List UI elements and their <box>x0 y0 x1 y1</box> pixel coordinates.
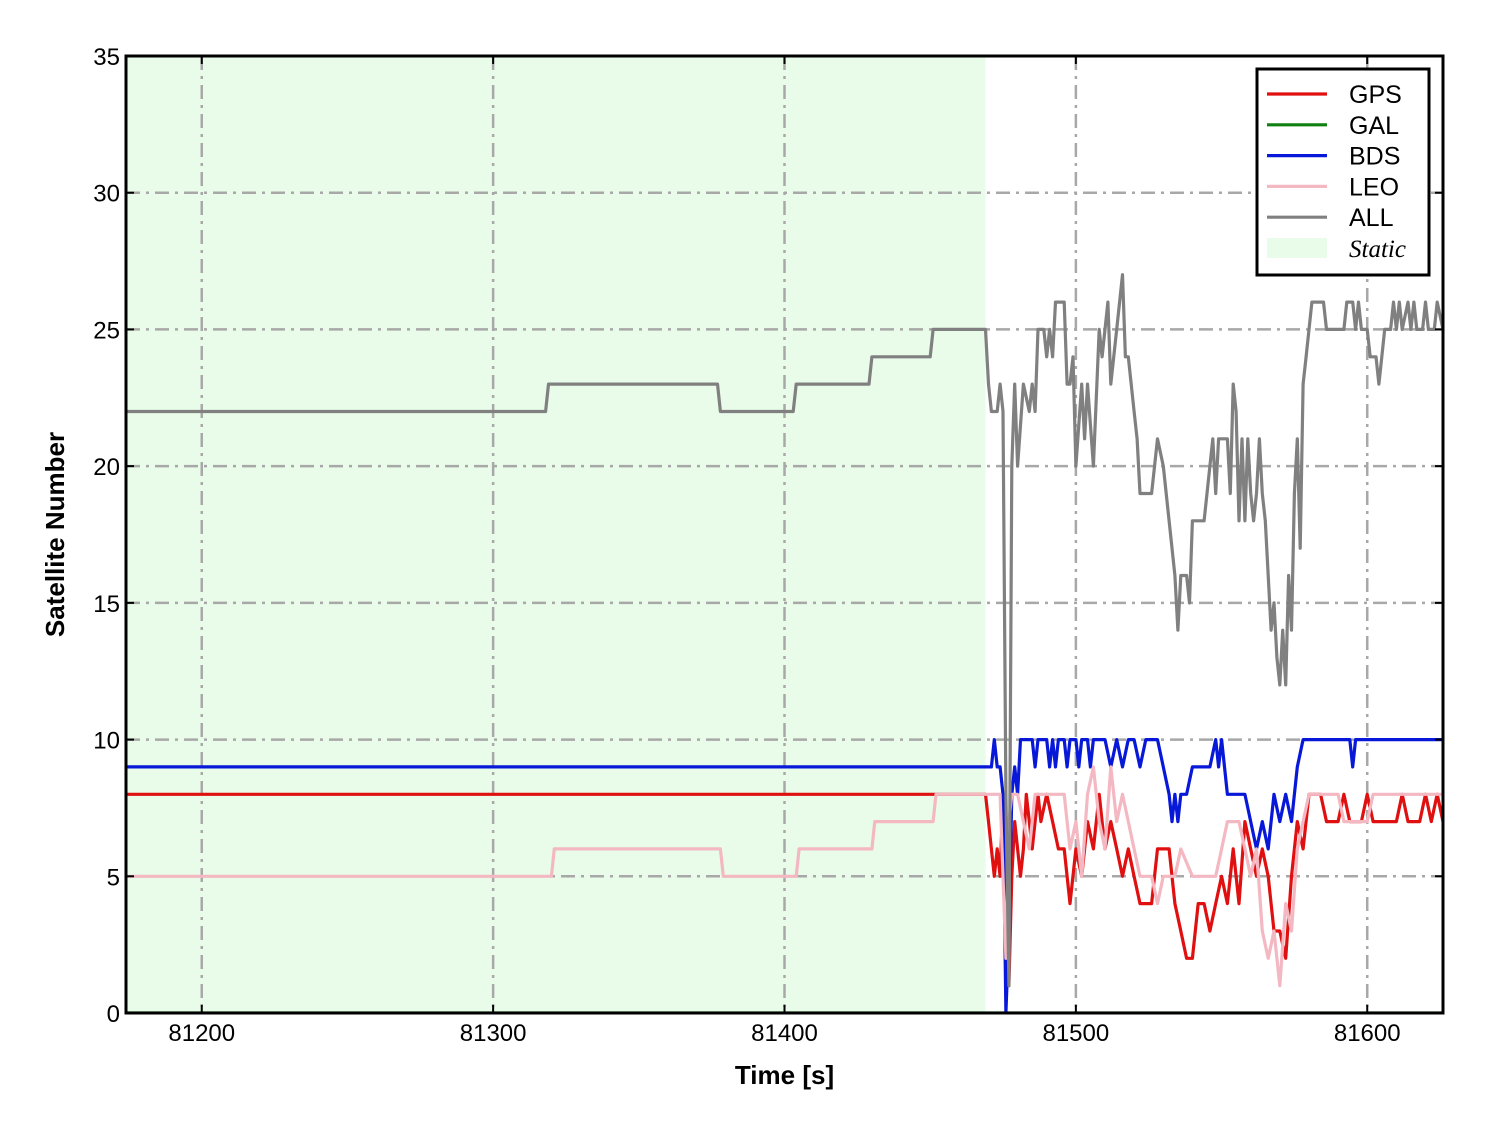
y-tick-label: 0 <box>107 1001 120 1028</box>
y-tick-label: 35 <box>93 44 120 71</box>
y-tick-label: 30 <box>93 181 120 208</box>
x-tick-label: 81300 <box>460 1020 527 1047</box>
x-tick-label: 81400 <box>751 1020 818 1047</box>
series-line-all <box>126 273 1443 988</box>
static-region <box>126 56 986 1013</box>
legend-swatch-static <box>1267 238 1327 258</box>
series-line-leo <box>126 765 1443 988</box>
series-line-gps <box>126 792 1443 988</box>
legend-label-gal: GAL <box>1349 112 1399 140</box>
y-tick-label: 15 <box>93 591 120 618</box>
y-tick-label: 20 <box>93 454 120 481</box>
legend-box <box>1255 67 1431 277</box>
series-group <box>126 273 1443 1013</box>
series-line-bds <box>126 738 1443 1013</box>
y-tick-label: 25 <box>93 317 120 344</box>
y-tick-label: 10 <box>93 728 120 755</box>
plot-area: 81200 81300 81400 81500 81600 0 5 10 15 20 25 30 35 <box>93 44 1445 1047</box>
y-axis-label: Satellite Number <box>40 432 70 637</box>
legend-label-leo: LEO <box>1349 173 1399 201</box>
x-tick-label: 81200 <box>168 1020 235 1047</box>
y-tick-label: 5 <box>107 864 120 891</box>
legend-label-all: ALL <box>1349 204 1394 232</box>
legend-label-gps: GPS <box>1349 81 1402 109</box>
x-axis-label: Time [s] <box>735 1060 834 1090</box>
x-tick-label: 81600 <box>1334 1020 1401 1047</box>
legend-label-bds: BDS <box>1349 143 1400 171</box>
x-tick-label: 81500 <box>1042 1020 1109 1047</box>
legend-label-static: Static <box>1349 236 1406 263</box>
